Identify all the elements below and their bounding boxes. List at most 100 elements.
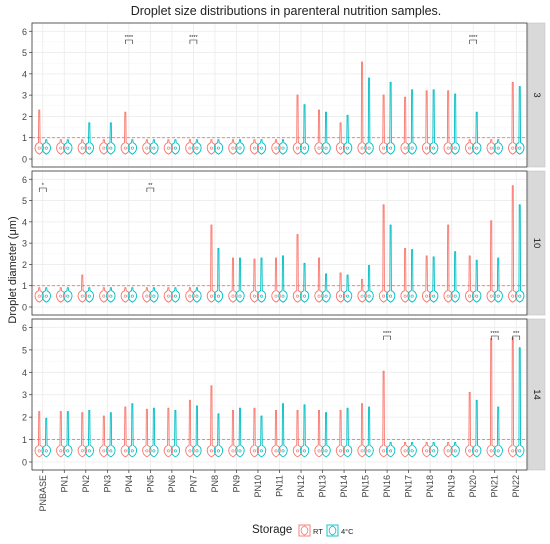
facet-strip (527, 170, 546, 316)
violin-rt-pn12 (292, 409, 303, 458)
violin-4c-pn20 (472, 399, 482, 458)
violin-rt-pn11 (271, 257, 281, 303)
median-point-4c (324, 449, 328, 453)
violin-rt-pn20 (465, 392, 475, 458)
violin-4c-pn8 (213, 139, 224, 155)
significance-label: **** (469, 35, 478, 41)
facet-strip-label: 10 (531, 238, 542, 249)
median-point-4c (410, 146, 414, 150)
median-point-rt (209, 449, 213, 453)
median-point-4c (410, 449, 414, 453)
violin-4c-pn12 (299, 404, 310, 458)
y-tick-label: 6 (22, 27, 27, 37)
violin-rt-pn21 (486, 338, 496, 458)
median-point-4c (281, 449, 285, 453)
median-point-4c (66, 146, 70, 150)
significance-bracket (189, 39, 198, 44)
significance-label: **** (189, 35, 198, 41)
x-tick-label-pn3: PN3 (102, 475, 112, 493)
violin-4c-pn9 (235, 407, 245, 458)
median-point-rt (446, 146, 450, 150)
median-point-4c (367, 294, 371, 298)
violin-4c-pn3 (106, 122, 116, 155)
violin-rt-pn9 (228, 409, 238, 458)
median-point-4c (44, 449, 48, 453)
median-point-rt (489, 449, 493, 453)
median-point-4c (281, 146, 285, 150)
x-tick-label-pn21: PN21 (490, 475, 500, 498)
violin-4c-pn10 (256, 257, 267, 303)
x-tick-label-pn8: PN8 (210, 475, 220, 493)
median-point-rt (425, 294, 429, 298)
violin-rt-pn16 (378, 94, 389, 155)
x-tick-label-pn2: PN2 (81, 475, 91, 493)
x-tick-label-pn15: PN15 (361, 475, 371, 498)
violin-4c-pn16 (385, 224, 396, 303)
significance-label: **** (125, 35, 134, 41)
x-tick-label-pn1: PN1 (59, 475, 69, 493)
violin-rt-pn7 (185, 287, 195, 303)
median-point-rt (166, 449, 170, 453)
violin-4c-pn20 (472, 259, 482, 303)
median-point-rt (123, 449, 127, 453)
violin-4c-pn18 (428, 441, 439, 458)
median-point-4c (453, 146, 457, 150)
median-point-4c (432, 146, 436, 150)
violin-rt-pn3 (99, 139, 109, 155)
y-tick-label: 5 (22, 345, 27, 355)
violin-4c-pn2 (84, 409, 94, 458)
legend-label-4c: 4°C (341, 527, 354, 536)
violin-rt-pnbase (34, 287, 44, 303)
median-point-4c (87, 146, 91, 150)
violin-rt-pn5 (142, 287, 152, 303)
median-point-rt (274, 294, 278, 298)
violin-rt-pn2 (77, 274, 87, 303)
y-tick-label: 0 (22, 303, 27, 313)
median-point-4c (44, 146, 48, 150)
median-point-4c (66, 449, 70, 453)
legend-key-4c (326, 524, 339, 537)
violin-4c-pn15 (364, 406, 374, 458)
violin-rt-pn18 (421, 90, 432, 155)
median-point-rt (468, 449, 472, 453)
median-point-4c (475, 146, 479, 150)
median-point-4c (216, 449, 220, 453)
median-point-rt (425, 449, 429, 453)
median-point-rt (446, 294, 450, 298)
violin-4c-pn20 (472, 111, 482, 155)
median-point-4c (216, 146, 220, 150)
significance-bracket (512, 335, 521, 340)
significance-bracket (146, 187, 155, 192)
violin-rt-pn10 (249, 407, 260, 458)
median-point-rt (59, 146, 63, 150)
median-point-4c (324, 294, 328, 298)
median-point-4c (173, 146, 177, 150)
median-point-rt (274, 449, 278, 453)
violin-4c-pn4 (127, 287, 138, 303)
median-point-rt (80, 294, 84, 298)
median-point-rt (166, 294, 170, 298)
median-point-rt (188, 449, 192, 453)
violin-rt-pn16 (378, 370, 389, 458)
median-point-rt (296, 294, 300, 298)
violin-4c-pn16 (385, 441, 396, 458)
violin-rt-pn10 (249, 258, 260, 303)
median-point-4c (238, 294, 242, 298)
violin-4c-pn3 (106, 287, 116, 303)
significance-label: *** (513, 331, 520, 337)
violin-4c-pn18 (428, 89, 439, 155)
median-point-4c (109, 146, 113, 150)
median-point-4c (324, 146, 328, 150)
violin-rt-pn6 (163, 407, 174, 458)
median-point-4c (238, 146, 242, 150)
violin-4c-pn14 (342, 274, 353, 303)
violin-rt-pn9 (228, 257, 238, 303)
violin-4c-pn13 (321, 273, 331, 303)
violin-4c-pn19 (450, 441, 460, 458)
x-tick-label-pn10: PN10 (253, 475, 263, 498)
facet-strip (527, 22, 546, 168)
median-point-rt (231, 449, 235, 453)
violin-4c-pn13 (321, 111, 331, 155)
